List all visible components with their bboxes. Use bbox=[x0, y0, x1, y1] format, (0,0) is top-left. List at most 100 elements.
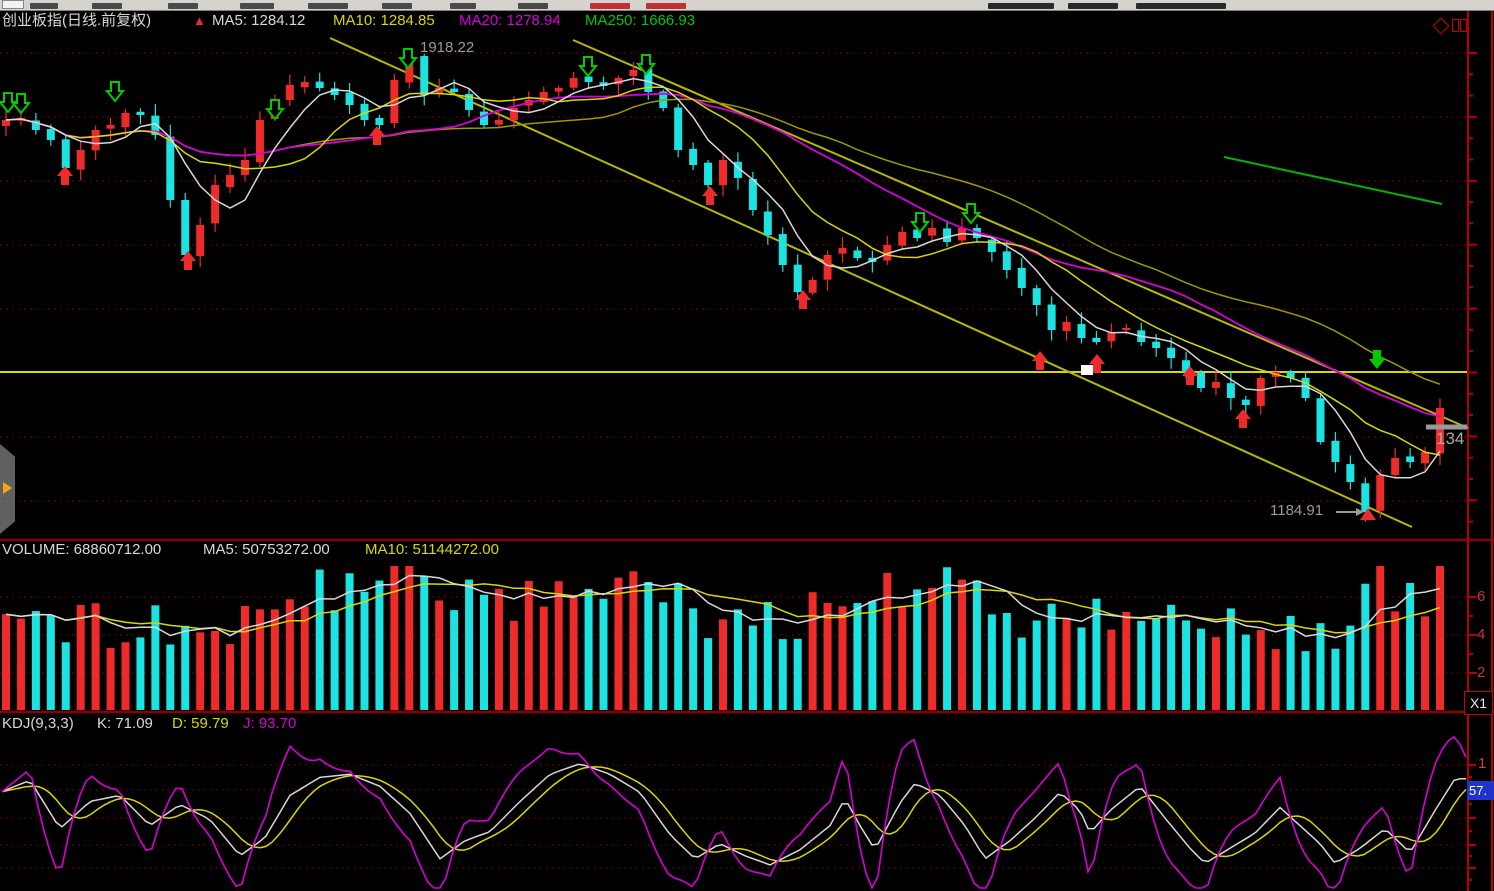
buy-signal-arrow bbox=[795, 290, 811, 309]
menu-item-clipped[interactable] bbox=[240, 3, 274, 9]
candle-body bbox=[509, 108, 518, 121]
candle-body bbox=[166, 136, 175, 200]
volume-bar bbox=[106, 647, 115, 710]
x1-zoom-badge[interactable]: X1 bbox=[1464, 691, 1493, 715]
volume-bar bbox=[778, 639, 787, 710]
menu-item-clipped[interactable] bbox=[92, 3, 122, 9]
candle-body bbox=[465, 93, 474, 110]
candle-body bbox=[1152, 341, 1161, 348]
menu-item-clipped[interactable] bbox=[450, 3, 476, 9]
candle-body bbox=[614, 78, 623, 85]
volume-bar bbox=[838, 606, 847, 710]
volume-bar bbox=[599, 598, 608, 710]
menu-item-clipped[interactable] bbox=[308, 3, 348, 9]
volume-bar bbox=[480, 594, 488, 710]
volume-bar bbox=[987, 614, 996, 710]
volume-bar bbox=[1406, 582, 1415, 710]
sell-signal-arrow bbox=[635, 54, 657, 76]
candle-body bbox=[883, 245, 892, 261]
candle-body bbox=[554, 88, 563, 92]
candle-body bbox=[1197, 372, 1205, 388]
candle-body bbox=[241, 160, 249, 176]
volume-ma10-label: MA10: 51144272.00 bbox=[365, 541, 499, 558]
volume-bar bbox=[1167, 604, 1176, 710]
volume-bar bbox=[76, 604, 85, 710]
volume-bar bbox=[1271, 649, 1280, 710]
buy-signal-arrow bbox=[1235, 409, 1251, 428]
candle-body bbox=[1331, 440, 1340, 462]
candle-body bbox=[360, 103, 369, 120]
candle-body bbox=[420, 56, 429, 95]
menu-item-clipped[interactable] bbox=[518, 3, 548, 9]
window-boxes-icon[interactable] bbox=[1452, 19, 1468, 32]
volume-bar bbox=[614, 577, 623, 710]
menu-item-clipped[interactable] bbox=[382, 3, 412, 9]
kdj-d-label: D: 59.79 bbox=[172, 715, 229, 732]
candle-body bbox=[704, 162, 713, 185]
candle-body bbox=[1241, 399, 1250, 405]
menu-item-clipped[interactable] bbox=[168, 3, 198, 9]
volume-bar bbox=[943, 567, 952, 710]
volume-label: VOLUME: 68860712.00 bbox=[2, 541, 162, 558]
candle-body bbox=[1346, 464, 1355, 482]
menu-title-text-clipped bbox=[1068, 3, 1118, 9]
buy-signal-arrow bbox=[57, 166, 73, 185]
candle-body bbox=[1361, 483, 1370, 512]
volume-bar bbox=[719, 619, 727, 710]
candle-body bbox=[778, 234, 787, 265]
low-label-arrowhead bbox=[1356, 508, 1364, 516]
expand-arrow-icon[interactable] bbox=[3, 482, 12, 494]
candle-body bbox=[494, 120, 503, 125]
candle-body bbox=[1301, 377, 1310, 398]
candle-body bbox=[1286, 371, 1295, 378]
volume-bar bbox=[928, 587, 937, 710]
volume-bar bbox=[629, 571, 638, 710]
menu-title-text-clipped bbox=[988, 3, 1054, 9]
buy-signal-arrow bbox=[702, 186, 718, 205]
kdj-title: KDJ(9,3,3) bbox=[2, 715, 74, 732]
volume-bar bbox=[211, 631, 220, 710]
candle-body bbox=[1107, 332, 1116, 342]
sell-signal-arrow bbox=[960, 203, 982, 225]
volume-bar bbox=[1182, 620, 1191, 710]
menu-buy-button-clipped[interactable] bbox=[590, 3, 630, 9]
candle-body bbox=[285, 85, 294, 100]
candle-body bbox=[913, 229, 922, 238]
candle-body bbox=[46, 128, 55, 140]
candle-body bbox=[1017, 267, 1026, 288]
volume-bar bbox=[524, 580, 533, 710]
candle-body bbox=[1122, 328, 1131, 331]
candle-body bbox=[1391, 458, 1400, 476]
volume-bar bbox=[1301, 651, 1310, 710]
volume-bar bbox=[1197, 628, 1205, 710]
candle-body bbox=[1226, 383, 1235, 398]
volume-bar bbox=[1152, 618, 1161, 710]
buy-signal-arrow bbox=[369, 126, 385, 145]
trend-line bbox=[329, 37, 1413, 528]
candle-body bbox=[1182, 360, 1191, 372]
volume-bar bbox=[808, 592, 817, 710]
chart-title: 创业板指(日线.前复权) bbox=[2, 12, 152, 29]
menu-bar[interactable] bbox=[0, 0, 1494, 11]
candle-body bbox=[719, 160, 727, 186]
volume-bar bbox=[913, 589, 922, 710]
volume-bar bbox=[61, 642, 70, 710]
volume-bar bbox=[300, 606, 309, 710]
ma10-indicator-label: MA10: 1284.85 bbox=[333, 12, 435, 29]
candle-body bbox=[121, 113, 130, 128]
volume-bar bbox=[748, 625, 757, 710]
candle-body bbox=[733, 161, 742, 178]
menu-sell-button-clipped[interactable] bbox=[646, 3, 686, 9]
volume-bar bbox=[823, 602, 832, 710]
candle-body bbox=[61, 139, 70, 168]
volume-bar bbox=[569, 596, 578, 710]
volume-bar bbox=[554, 581, 563, 710]
menu-item-clipped[interactable] bbox=[30, 3, 58, 9]
volume-bar bbox=[1391, 611, 1400, 710]
app-icon[interactable] bbox=[2, 0, 24, 9]
candle-body bbox=[181, 200, 190, 255]
candle-body bbox=[2, 120, 10, 126]
candle-body bbox=[1376, 475, 1385, 511]
candle-body bbox=[315, 81, 324, 88]
